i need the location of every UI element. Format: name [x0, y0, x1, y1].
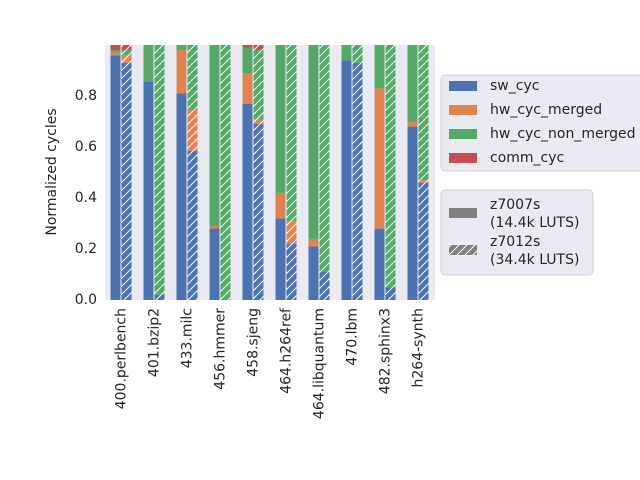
bar-segment: [275, 218, 286, 300]
bar-segment: [374, 228, 385, 300]
y-tick-label: 0.0: [75, 292, 97, 308]
hatch-overlay: [187, 110, 198, 151]
legend-label: comm_cyc: [490, 150, 564, 166]
bar-segment: [242, 103, 253, 301]
bar-segment: [110, 52, 121, 56]
hatch-overlay: [385, 45, 396, 288]
bar-segment: [275, 192, 286, 219]
x-tick-label: 464.libquantum: [312, 308, 328, 419]
legend-label: (14.4k LUTS): [490, 215, 579, 231]
legend-label: z7007s: [490, 197, 540, 213]
hatch-overlay: [253, 45, 264, 51]
legend-swatch: [449, 153, 477, 163]
hatch-overlay: [253, 50, 264, 119]
bar-segment: [110, 45, 121, 51]
bar-segment: [143, 45, 154, 82]
bar-segment: [209, 228, 220, 300]
bar-segment: [143, 81, 154, 300]
hatch-overlay: [286, 45, 297, 221]
y-tick-label: 0.8: [75, 88, 97, 104]
legend-box: [440, 74, 640, 172]
hatch-overlay: [121, 55, 132, 63]
legend-swatch: [449, 81, 477, 91]
legend-swatch: [449, 105, 477, 115]
hatch-overlay: [121, 50, 132, 56]
hatch-overlay: [286, 220, 297, 244]
x-tick-label: 400.perlbench: [114, 308, 130, 409]
hatch-overlay: [385, 287, 396, 300]
bar-segment: [308, 246, 319, 300]
hatch-overlay: [253, 124, 264, 300]
hatch-overlay: [220, 45, 231, 300]
hatch-overlay: [449, 245, 477, 255]
x-tick-label: 470.lbm: [345, 308, 361, 366]
legend-box: [440, 189, 594, 276]
hatch-overlay: [154, 294, 165, 300]
bar-segment: [341, 60, 352, 300]
bar-segment: [176, 93, 187, 300]
y-tick-label: 0.4: [75, 190, 97, 206]
legend-label: z7012s: [490, 234, 540, 250]
legend-label: hw_cyc_non_merged: [490, 126, 635, 142]
x-tick-label: 464.h264ref: [279, 307, 295, 394]
bar-segment: [242, 73, 253, 104]
hatch-overlay: [418, 182, 429, 300]
bar-segment: [407, 126, 418, 300]
x-tick-label: 482.sphinx3: [378, 308, 394, 394]
bar-segment: [242, 45, 253, 48]
hatch-overlay: [286, 243, 297, 300]
hatch-overlay: [121, 45, 132, 51]
bar-segment: [110, 55, 121, 301]
hatch-overlay: [187, 150, 198, 300]
bar-segment: [407, 121, 418, 127]
x-tick-label: h264-synth: [411, 308, 427, 387]
bar-segment: [209, 226, 220, 229]
bar-segment: [308, 45, 319, 239]
bar-segment: [374, 45, 385, 89]
y-tick-label: 0.2: [75, 241, 97, 257]
hatch-overlay: [121, 62, 132, 300]
bar-segment: [341, 45, 352, 61]
bar-segment: [176, 50, 187, 94]
hatch-overlay: [418, 180, 429, 183]
hatch-overlay: [319, 45, 330, 272]
y-tick-label: 0.6: [75, 139, 97, 155]
x-tick-label: 433.milc: [180, 308, 196, 368]
bar-segment: [110, 50, 121, 53]
hatch-overlay: [418, 45, 429, 181]
bar-segment: [407, 45, 418, 122]
hatch-overlay: [319, 271, 330, 300]
bar-segment: [242, 47, 253, 74]
hatch-overlay: [154, 45, 165, 295]
legend-swatch: [449, 129, 477, 139]
bar-segment: [275, 45, 286, 193]
x-tick-label: 401.bzip2: [147, 308, 163, 377]
x-tick-label: 456.hmmer: [213, 308, 229, 390]
x-tick-label: 458.sjeng: [246, 308, 262, 377]
hatch-overlay: [352, 45, 363, 63]
bar-segment: [209, 45, 220, 227]
bar-segment: [176, 45, 187, 51]
legend-swatch: [449, 208, 477, 218]
bar-segment: [308, 238, 319, 247]
hatch-overlay: [352, 62, 363, 300]
legend-label: hw_cyc_merged: [490, 102, 602, 118]
hatch-overlay: [187, 45, 198, 111]
legend-label: sw_cyc: [490, 78, 539, 94]
hatch-overlay: [253, 118, 264, 125]
y-axis-label: Normalized cycles: [44, 108, 60, 235]
bar-segment: [374, 88, 385, 229]
legend-label: (34.4k LUTS): [490, 252, 579, 268]
